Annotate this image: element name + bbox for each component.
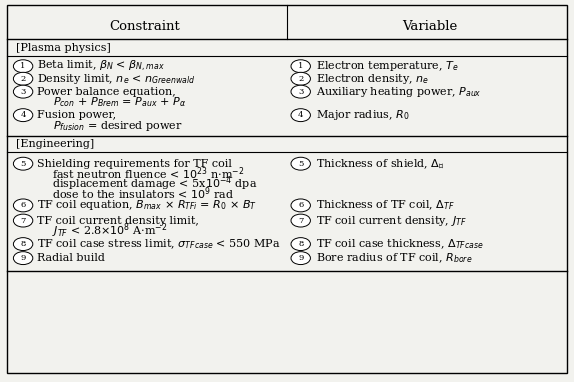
Circle shape: [291, 109, 311, 121]
Text: TF coil equation, $B_{max}$ $\times$ $R_{TFi}$ = $R_0$ $\times$ $B_T$: TF coil equation, $B_{max}$ $\times$ $R_…: [37, 198, 258, 212]
Circle shape: [13, 60, 33, 73]
Text: displacement damage < 5x$10^{-4}$ dpa: displacement damage < 5x$10^{-4}$ dpa: [52, 174, 257, 193]
Text: 9: 9: [21, 254, 26, 262]
Text: 7: 7: [21, 217, 26, 225]
Text: 3: 3: [298, 87, 304, 96]
Circle shape: [13, 72, 33, 85]
Circle shape: [13, 238, 33, 251]
Circle shape: [291, 199, 311, 212]
Text: 4: 4: [298, 111, 304, 119]
Text: 1: 1: [21, 62, 26, 70]
Text: $P_{fusion}$ = desired power: $P_{fusion}$ = desired power: [53, 119, 183, 133]
Text: Fusion power,: Fusion power,: [37, 110, 117, 120]
Text: 6: 6: [21, 201, 26, 209]
Text: Thickness of TF coil, $\Delta_{TF}$: Thickness of TF coil, $\Delta_{TF}$: [316, 199, 455, 212]
Text: Constraint: Constraint: [109, 19, 180, 32]
Text: TF coil current density limit,: TF coil current density limit,: [37, 215, 199, 226]
Text: [Plasma physics]: [Plasma physics]: [15, 43, 111, 53]
Circle shape: [291, 252, 311, 265]
Text: dose to the insulators < $10^9$ rad: dose to the insulators < $10^9$ rad: [52, 185, 234, 202]
Text: TF coil current density, $J_{TF}$: TF coil current density, $J_{TF}$: [316, 214, 466, 228]
Text: 5: 5: [21, 160, 26, 168]
Text: Density limit, $n_e$ < $n_{Greenwald}$: Density limit, $n_e$ < $n_{Greenwald}$: [37, 72, 196, 86]
Text: 2: 2: [21, 75, 26, 83]
Text: 2: 2: [298, 75, 303, 83]
Text: Variable: Variable: [402, 19, 457, 32]
Circle shape: [13, 85, 33, 98]
Circle shape: [291, 157, 311, 170]
Text: 1: 1: [298, 62, 304, 70]
Circle shape: [13, 157, 33, 170]
Text: 8: 8: [298, 240, 304, 248]
Circle shape: [291, 238, 311, 251]
Circle shape: [13, 109, 33, 121]
Text: 5: 5: [298, 160, 304, 168]
Circle shape: [291, 85, 311, 98]
Text: Electron density, $n_e$: Electron density, $n_e$: [316, 72, 429, 86]
Circle shape: [13, 199, 33, 212]
Circle shape: [13, 214, 33, 227]
Text: TF coil case thickness, $\Delta_{TFcase}$: TF coil case thickness, $\Delta_{TFcase}…: [316, 237, 483, 251]
Circle shape: [291, 214, 311, 227]
Text: Bore radius of TF coil, $R_{bore}$: Bore radius of TF coil, $R_{bore}$: [316, 251, 472, 265]
Text: 8: 8: [21, 240, 26, 248]
Text: Electron temperature, $T_e$: Electron temperature, $T_e$: [316, 59, 458, 73]
Text: Major radius, $R_0$: Major radius, $R_0$: [316, 108, 409, 122]
Text: 4: 4: [20, 111, 26, 119]
Text: 9: 9: [298, 254, 304, 262]
Text: Beta limit, $\beta_N$ < $\beta_{N,max}$: Beta limit, $\beta_N$ < $\beta_{N,max}$: [37, 59, 165, 74]
Text: Power balance equation,: Power balance equation,: [37, 87, 176, 97]
Text: 3: 3: [21, 87, 26, 96]
Text: Auxiliary heating power, $P_{aux}$: Auxiliary heating power, $P_{aux}$: [316, 85, 481, 99]
Text: TF coil case stress limit, $\sigma_{TFcase}$ < 550 MPa: TF coil case stress limit, $\sigma_{TFca…: [37, 237, 281, 251]
Text: Thickness of shield, $\Delta_{\mathrm{쉴}}$: Thickness of shield, $\Delta_{\mathrm{쉴}…: [316, 157, 444, 170]
Text: 7: 7: [298, 217, 304, 225]
Text: fast neutron fluence < $10^{23}$ n$\cdot$m$^{-2}$: fast neutron fluence < $10^{23}$ n$\cdot…: [52, 165, 244, 182]
Text: $P_{con}$ + $P_{Brem}$ = $P_{aux}$ + $P_{\alpha}$: $P_{con}$ + $P_{Brem}$ = $P_{aux}$ + $P_…: [53, 96, 186, 109]
Text: Radial build: Radial build: [37, 253, 105, 263]
Text: $J_{TF}$ < 2.8$\times$$10^8$ A$\cdot$m$^{-2}$: $J_{TF}$ < 2.8$\times$$10^8$ A$\cdot$m$^…: [52, 222, 167, 240]
Text: [Engineering]: [Engineering]: [15, 139, 94, 149]
Circle shape: [291, 72, 311, 85]
Text: Shielding requirements for TF coil: Shielding requirements for TF coil: [37, 159, 232, 169]
Circle shape: [291, 60, 311, 73]
Text: 6: 6: [298, 201, 303, 209]
Circle shape: [13, 252, 33, 265]
